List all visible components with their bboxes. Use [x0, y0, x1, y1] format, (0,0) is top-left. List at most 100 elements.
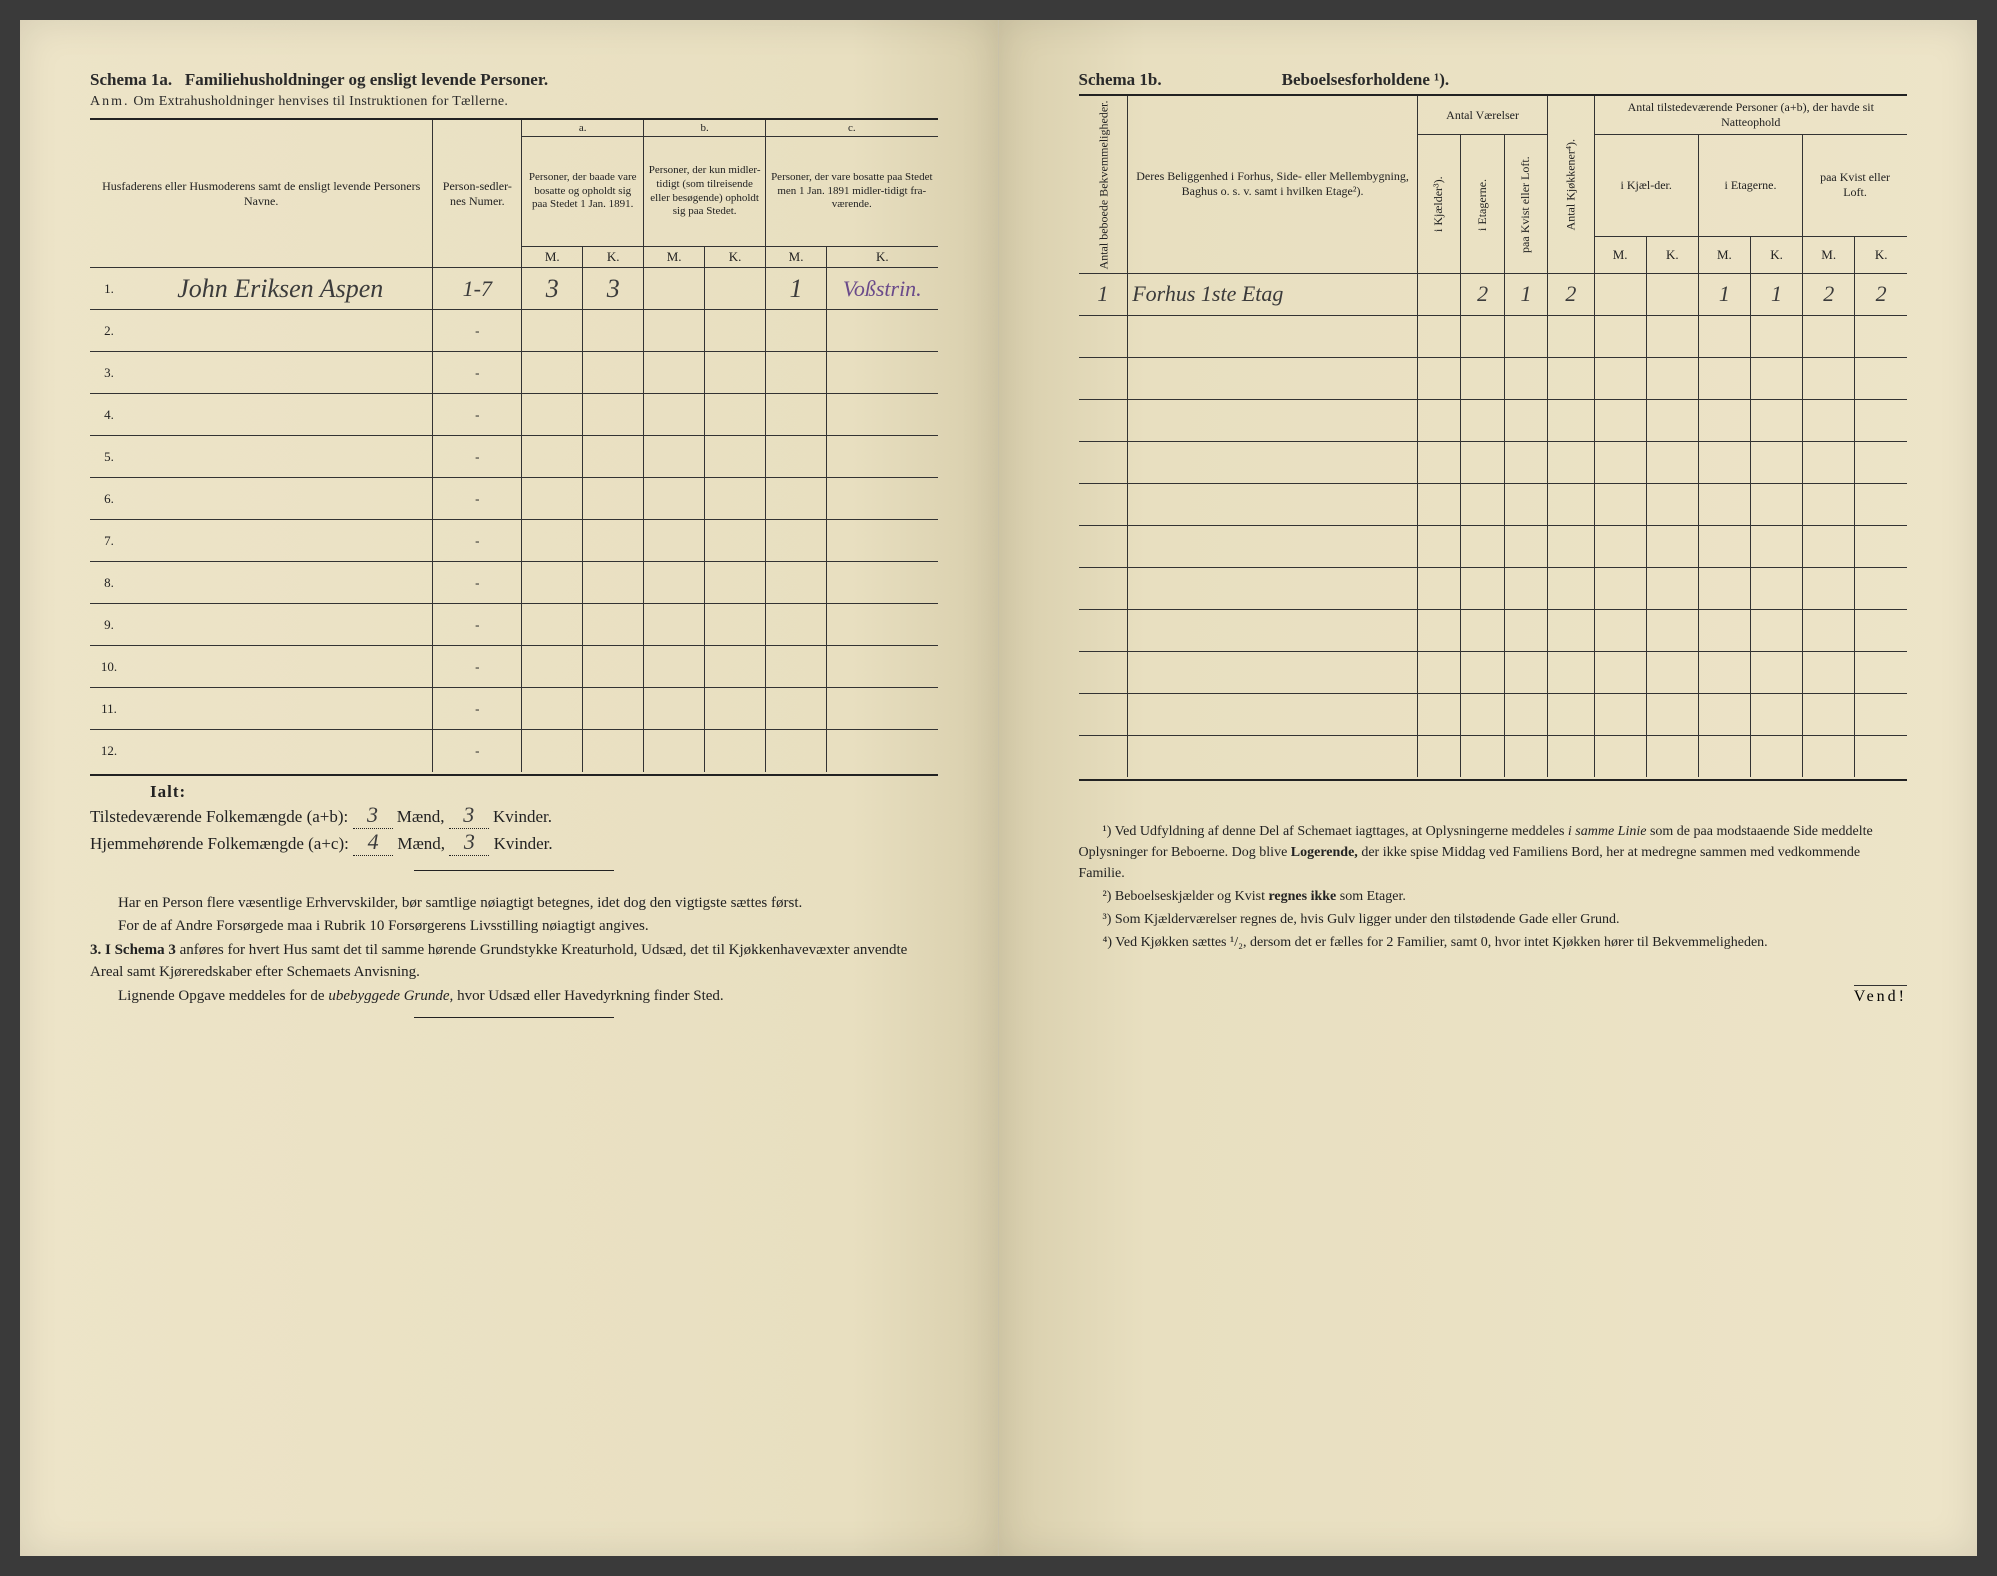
row1-ck: Voßstrin. — [843, 276, 922, 301]
table-row: 7.- — [90, 520, 938, 562]
footnote-p4: Lignende Opgave meddeles for de ubebygge… — [90, 986, 938, 1008]
table-row — [1079, 315, 1908, 357]
r1-vkv: 1 — [1521, 281, 1532, 306]
r1-ve: 2 — [1477, 281, 1488, 306]
anm-label: Anm. — [90, 94, 130, 109]
col-c-text: Personer, der vare bosatte paa Stedet me… — [766, 137, 938, 247]
h-bk: K. — [705, 247, 766, 268]
r1-desc: Forhus 1ste Etag — [1132, 281, 1283, 306]
schema-1a-header: Schema 1a. Familiehusholdninger og ensli… — [90, 70, 938, 90]
table-row — [1079, 651, 1908, 693]
table-row: 3.- — [90, 352, 938, 394]
h-am: M. — [522, 247, 583, 268]
row1-am: 3 — [546, 274, 559, 303]
h-nkv: paa Kvist eller Loft. — [1803, 135, 1907, 237]
h-vk: i Kjælder³). — [1417, 135, 1460, 274]
col-b-text: Personer, der kun midler-tidigt (som til… — [644, 137, 766, 247]
table-row — [1079, 483, 1908, 525]
r1-nkvk: 2 — [1876, 281, 1887, 306]
table-row: 11.- — [90, 688, 938, 730]
row1-ak: 3 — [607, 274, 620, 303]
h-ck: K. — [827, 247, 938, 268]
r1-num: 1 — [1097, 281, 1108, 306]
left-page: Schema 1a. Familiehusholdninger og ensli… — [20, 20, 999, 1556]
tot-ac-m: 4 — [353, 829, 393, 856]
table-row: 12.- — [90, 730, 938, 772]
h-vkv: paa Kvist eller Loft. — [1504, 135, 1547, 274]
r1-nkvm: 2 — [1823, 281, 1834, 306]
totals-block: Ialt: Tilstedeværende Folkemængde (a+b):… — [90, 782, 938, 856]
r1-kjok: 2 — [1565, 281, 1576, 306]
anm-line: Anm. Om Extrahusholdninger henvises til … — [90, 94, 938, 110]
h-ne: i Etagerne. — [1698, 135, 1802, 237]
table-row: 1 Forhus 1ste Etag 2 1 2 1 1 2 2 — [1079, 273, 1908, 315]
h-bm: M. — [644, 247, 705, 268]
schema-1b-header: Schema 1b. Beboelsesforholdene ¹). — [1079, 70, 1908, 90]
table-row: 4.- — [90, 394, 938, 436]
col-a-label: a. — [522, 120, 644, 137]
schema-1b-label: Schema 1b. — [1079, 70, 1162, 90]
h-kjok: Antal Kjøkkener⁴). — [1548, 96, 1594, 273]
r1-nek: 1 — [1771, 281, 1782, 306]
rule — [1079, 779, 1908, 781]
col-b-label: b. — [644, 120, 766, 137]
table-row: 10.- — [90, 646, 938, 688]
vend-label: Vend! — [1854, 985, 1907, 1006]
fn3: ³) Som Kjælderværelser regnes de, hvis G… — [1079, 909, 1908, 930]
table-row: 9.- — [90, 604, 938, 646]
right-footnotes: ¹) Ved Udfyldning af denne Del af Schema… — [1079, 821, 1908, 953]
table-row: 2.- — [90, 310, 938, 352]
fn1: ¹) Ved Udfyldning af denne Del af Schema… — [1079, 821, 1908, 884]
row1-name: John Eriksen Aspen — [177, 274, 383, 303]
table-1a: Husfaderens eller Husmoderens samt de en… — [90, 120, 938, 772]
table-row — [1079, 399, 1908, 441]
table-row — [1079, 609, 1908, 651]
h-natte: Antal tilstedeværende Personer (a+b), de… — [1594, 96, 1907, 135]
fn2: ²) Beboelseskjælder og Kvist regnes ikke… — [1079, 886, 1908, 907]
right-page: Schema 1b. Beboelsesforholdene ¹). Antal… — [999, 20, 1978, 1556]
col-a-text: Personer, der baade vare bosatte og opho… — [522, 137, 644, 247]
rule — [90, 774, 938, 776]
census-form-spread: Schema 1a. Familiehusholdninger og ensli… — [20, 20, 1977, 1556]
left-footnotes: Har en Person flere væsentlige Erhvervsk… — [90, 893, 938, 1008]
h-bekvem: Antal beboede Bekvemmeligheder. — [1079, 96, 1128, 273]
table-row: 5.- — [90, 436, 938, 478]
table-row — [1079, 567, 1908, 609]
h-desc: Deres Beliggenhed i Forhus, Side- eller … — [1128, 96, 1418, 273]
table-row: 6.- — [90, 478, 938, 520]
rule — [414, 870, 614, 871]
schema-1a-title: Familiehusholdninger og ensligt levende … — [185, 70, 548, 89]
table-row — [1079, 525, 1908, 567]
table-row — [1079, 693, 1908, 735]
h-ve: i Etagerne. — [1461, 135, 1504, 274]
table-row — [1079, 357, 1908, 399]
tot-ab-m: 3 — [353, 802, 393, 829]
schema-1a-label: Schema 1a. — [90, 70, 172, 89]
totals-line-1: Tilstedeværende Folkemængde (a+b): 3 Mæn… — [90, 802, 938, 829]
footnote-p2: For de af Andre Forsørgede maa i Rubrik … — [90, 916, 938, 938]
row1-cm: 1 — [790, 274, 803, 303]
table-row: 1. John Eriksen Aspen 1-7 3 3 1 Voßstrin… — [90, 268, 938, 310]
footnote-p3: 3. I Schema 3 anføres for hvert Hus samt… — [90, 940, 938, 984]
col-name-header: Husfaderens eller Husmoderens samt de en… — [90, 120, 433, 268]
tot-ac-k: 3 — [449, 829, 489, 856]
table-row: 8.- — [90, 562, 938, 604]
h-nk: i Kjæl-der. — [1594, 135, 1698, 237]
tot-ab-k: 3 — [449, 802, 489, 829]
rule — [414, 1017, 614, 1018]
h-cm: M. — [766, 247, 827, 268]
h-antal-v: Antal Værelser — [1417, 96, 1547, 135]
table-1b: Antal beboede Bekvemmeligheder. Deres Be… — [1079, 96, 1908, 777]
row-num: 1. — [90, 268, 128, 310]
anm-text: Om Extrahusholdninger henvises til Instr… — [133, 94, 508, 109]
ialt-label: Ialt: — [150, 782, 186, 801]
r1-nem: 1 — [1719, 281, 1730, 306]
h-ak: K. — [583, 247, 644, 268]
schema-1b-title: Beboelsesforholdene ¹). — [1282, 70, 1450, 90]
row1-pnums: 1-7 — [463, 276, 492, 301]
fn4: ⁴) Ved Kjøkken sættes ¹/₂, dersom det er… — [1079, 932, 1908, 953]
table-row — [1079, 441, 1908, 483]
totals-line-2: Hjemmehørende Folkemængde (a+c): 4 Mænd,… — [90, 829, 938, 856]
table-row — [1079, 735, 1908, 777]
col-nums-header: Person-sedler-nes Numer. — [433, 120, 522, 268]
